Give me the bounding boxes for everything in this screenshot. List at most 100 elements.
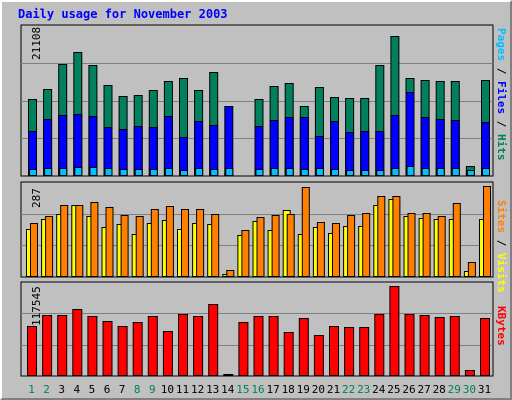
kbytes-bar-5 [87,316,98,376]
hits-ymax-label: 21108 [30,26,43,60]
sites-bar-11 [181,209,189,277]
sites-bar-23 [362,213,371,277]
day-label-4: 4 [73,383,80,396]
sites-bar-25 [392,196,401,277]
kbytes-bar-22 [344,327,355,376]
sites-bar-9 [150,209,159,277]
sites-bar-5 [90,202,99,277]
files-bar-10 [163,116,173,176]
kbytes-bar-2 [42,315,53,376]
day-label-3: 3 [58,383,65,396]
pages-bar-25 [391,168,400,176]
day-label-10: 10 [161,383,174,396]
files-bar-4 [73,114,83,176]
sites-bar-1 [30,223,38,277]
pages-bar-29 [451,168,460,176]
day-label-28: 28 [433,383,446,396]
legend-kbytes: KBytes [495,306,508,346]
kbytes-bar-26 [404,314,415,376]
files-bar-14 [224,106,234,176]
sites-bar-8 [135,216,144,277]
sites-bar-12 [196,209,205,277]
day-label-27: 27 [417,383,430,396]
pages-bar-22 [346,170,355,176]
day-label-9: 9 [149,383,156,396]
kbytes-bar-27 [419,315,430,376]
kbytes-bar-25 [389,286,400,376]
sites-bar-3 [60,205,69,277]
sites-bar-18 [286,214,295,277]
sites-bar-16 [256,217,265,277]
pages-bar-4 [74,167,83,176]
pages-bar-28 [436,168,445,176]
legend-middle-part-2: Visits [495,253,508,293]
pages-bar-1 [29,169,37,176]
pages-bar-11 [180,170,188,176]
files-bar-26 [405,92,415,176]
day-label-22: 22 [342,383,355,396]
pages-bar-13 [210,169,219,176]
pages-bar-18 [285,168,294,176]
pages-bar-16 [255,169,264,176]
kbytes-bar-30 [464,370,475,376]
day-label-2: 2 [43,383,50,396]
sites-bar-22 [347,215,356,277]
day-label-16: 16 [251,383,264,396]
kbytes-bar-15 [238,322,249,376]
files-bar-25 [390,115,400,176]
kbytes-bar-28 [434,317,445,376]
chart-title: Daily usage for November 2003 [18,7,228,21]
sites-bar-7 [120,215,129,277]
sites-bar-2 [45,216,54,277]
files-bar-2 [43,119,53,176]
kbytes-bar-11 [178,314,188,376]
legend-top-part-1: / [495,61,508,81]
files-bar-13 [209,125,219,176]
kbytes-ymax-label: 117545 [30,286,43,326]
day-label-5: 5 [89,383,96,396]
pages-bar-17 [270,168,279,176]
pages-bar-23 [361,170,370,176]
sites-bar-20 [316,222,325,277]
kbytes-bar-7 [117,326,128,376]
pages-bar-2 [44,168,53,176]
sites-bar-28 [437,216,446,277]
kbytes-bar-9 [147,316,158,376]
kbytes-bar-29 [449,316,460,376]
pages-bar-20 [315,168,324,176]
legend-middle-part-1: / [495,233,508,253]
legend-top-part-2: Files [495,81,508,115]
kbytes-bar-4 [72,309,83,376]
day-label-11: 11 [176,383,189,396]
legend-bottom-part-0: KBytes [495,306,508,346]
kbytes-bar-24 [374,314,385,376]
files-bar-18 [284,117,294,176]
kbytes-bar-23 [359,327,370,376]
files-bar-3 [58,115,68,176]
sites-bar-29 [452,203,461,277]
sites-bar-14 [226,270,235,277]
files-bar-11 [179,137,188,176]
day-label-26: 26 [402,383,415,396]
kbytes-bar-14 [223,374,234,376]
kbytes-bar-31 [480,318,490,376]
kbytes-bar-10 [162,331,173,376]
day-label-21: 21 [327,383,340,396]
day-label-17: 17 [266,383,279,396]
day-label-7: 7 [119,383,126,396]
files-bar-1 [28,131,37,176]
kbytes-bar-16 [253,316,264,376]
day-label-25: 25 [387,383,400,396]
pages-bar-14 [225,168,234,176]
files-bar-21 [330,121,339,176]
sites-bar-4 [75,205,84,277]
day-label-13: 13 [206,383,219,396]
sites-bar-19 [301,187,310,277]
files-bar-22 [345,132,355,176]
day-label-14: 14 [221,383,235,396]
pages-bar-8 [134,169,143,176]
pages-bar-19 [300,169,309,176]
kbytes-bar-3 [57,315,68,376]
sites-bar-13 [211,214,220,277]
